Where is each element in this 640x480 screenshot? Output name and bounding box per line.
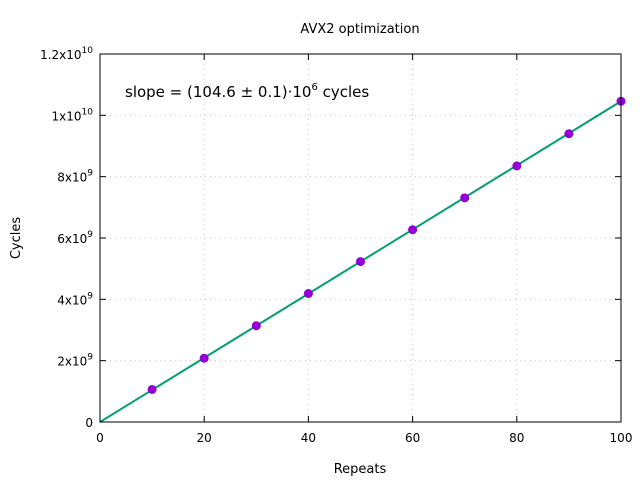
data-point <box>251 321 261 331</box>
data-point <box>147 384 157 394</box>
data-point <box>356 257 365 267</box>
x-tick-label: 80 <box>509 431 524 445</box>
y-tick-exponent: 9 <box>87 353 93 363</box>
data-points <box>147 96 626 394</box>
y-tick-mantissa: 2x10 <box>57 355 87 369</box>
y-tick-label: 1x1010 <box>52 107 94 123</box>
y-tick-mantissa: 1x10 <box>52 109 82 123</box>
chart-title: AVX2 optimization <box>300 22 419 37</box>
grid <box>100 54 621 422</box>
y-tick-label: 2x109 <box>57 353 93 369</box>
y-tick-exponent: 9 <box>87 230 93 240</box>
x-axis-label: Repeats <box>334 462 387 477</box>
y-tick-label: 1.2x1010 <box>40 46 93 62</box>
annotation-exponent: 6 <box>311 82 317 93</box>
y-tick-exponent: 9 <box>87 291 93 301</box>
x-tick-label: 100 <box>610 431 633 445</box>
x-tick-label: 20 <box>197 431 212 445</box>
x-tick-label: 0 <box>96 431 104 445</box>
data-point <box>460 193 470 203</box>
annotation-suffix: cycles <box>318 83 370 101</box>
y-tick-exponent: 9 <box>87 169 93 179</box>
y-tick-mantissa: 0 <box>85 416 93 430</box>
data-point <box>303 289 313 299</box>
annotation-prefix: slope = (104.6 ± 0.1)·10 <box>125 83 311 101</box>
annotation: slope = (104.6 ± 0.1)·106 cycles <box>125 82 369 101</box>
y-tick-mantissa: 1.2x10 <box>40 48 81 62</box>
data-point <box>408 225 418 235</box>
data-point <box>512 161 522 171</box>
plot-frame <box>99 53 622 423</box>
y-tick-label: 4x109 <box>57 291 93 307</box>
x-tick-label: 60 <box>405 431 420 445</box>
y-tick-label: 6x109 <box>57 230 93 246</box>
y-tick-mantissa: 6x10 <box>57 232 87 246</box>
y-tick-label: 8x109 <box>57 169 93 185</box>
y-axis-label: Cycles <box>9 217 24 260</box>
data-point <box>564 129 574 139</box>
tick-labels: 0 20 40 60 80 10002x1094x1096x1098x1091x10101… <box>40 46 632 445</box>
y-tick-mantissa: 4x10 <box>57 293 87 307</box>
y-tick-exponent: 10 <box>82 46 94 56</box>
y-tick-exponent: 10 <box>82 107 94 117</box>
y-tick-label: 0 <box>85 416 93 430</box>
x-tick-label: 40 <box>301 431 316 445</box>
data-point <box>199 353 209 363</box>
y-tick-mantissa: 8x10 <box>57 171 87 185</box>
